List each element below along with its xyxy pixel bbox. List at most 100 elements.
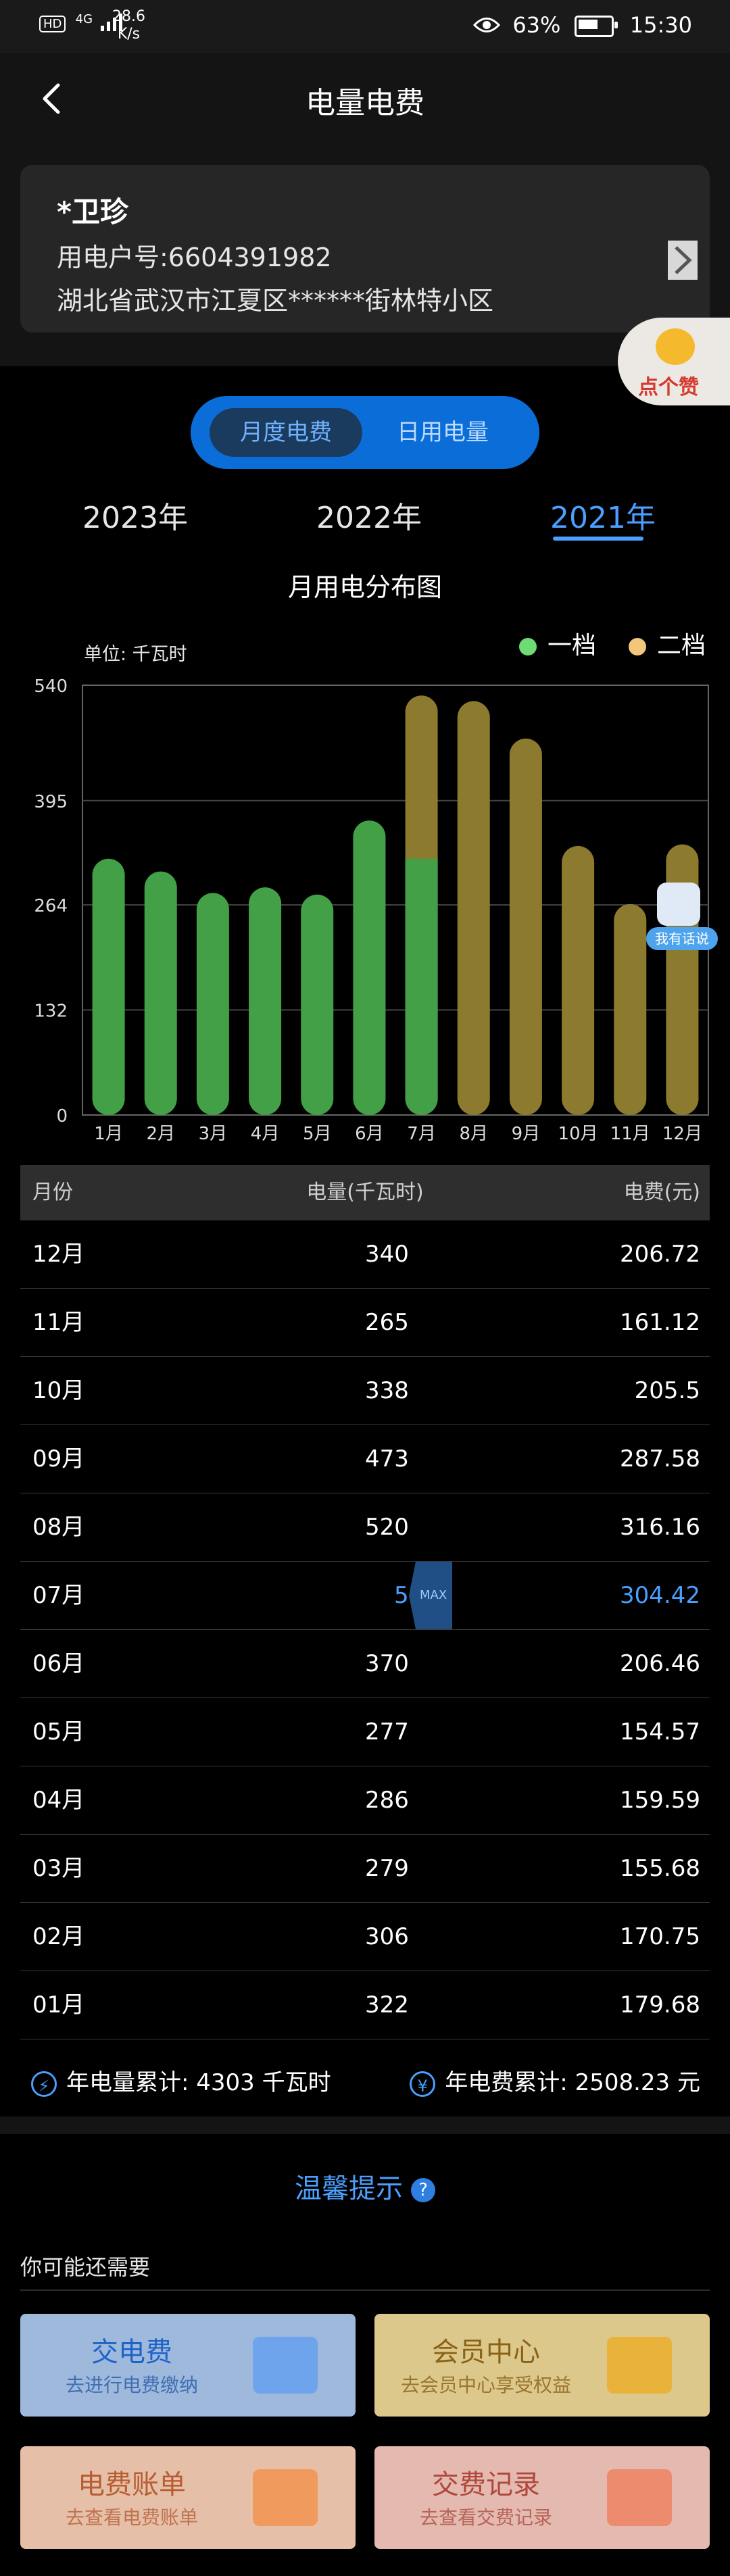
y-tick-label: 540	[34, 676, 68, 697]
x-tick-label: 9月	[512, 1124, 541, 1144]
chart-unit: 单位: 千瓦时	[84, 644, 187, 665]
bar-tier1-base	[405, 1083, 438, 1115]
table-row: 09月 473 287.58	[20, 1425, 710, 1493]
tab-daily-usage[interactable]: 日用电量	[397, 419, 489, 446]
chart-title: 月用电分布图	[287, 572, 442, 602]
row-fee: 304.42	[620, 1582, 700, 1609]
usage-total-value: 4303 千瓦时	[196, 2069, 331, 2096]
legend-tier1-dot	[519, 638, 537, 655]
x-tick-label: 10月	[558, 1124, 598, 1144]
yen-icon: ¥	[410, 2071, 436, 2097]
x-tick-label: 5月	[303, 1124, 332, 1144]
bar-tier2	[457, 701, 490, 1115]
battery-icon	[574, 16, 618, 37]
table-row: 11月 265 161.12	[20, 1289, 710, 1357]
lightning-icon: ⚡	[31, 2071, 57, 2097]
crown-icon	[607, 2337, 672, 2394]
y-tick-label: 132	[34, 1001, 68, 1022]
recommend-heading: 你可能还需要	[20, 2254, 151, 2280]
row-month: 12月	[32, 1241, 85, 1268]
tile-pay-bill[interactable]: 交电费 去进行电费缴纳	[20, 2314, 356, 2417]
table-row: 04月 286 159.59	[20, 1766, 710, 1835]
hd-indicator: HD	[39, 16, 66, 32]
legend-tier2-dot	[629, 638, 646, 655]
account-section: *卫珍 用电户号:6604391982 湖北省武汉市江夏区******街林特小区	[0, 143, 730, 366]
table-row: 03月 279 155.68	[20, 1835, 710, 1903]
col-month: 月份	[32, 1181, 73, 1204]
bar-tier1	[144, 871, 177, 1115]
help-icon[interactable]: ?	[411, 2178, 435, 2202]
y-tick-label: 264	[34, 896, 68, 916]
account-card[interactable]: *卫珍 用电户号:6604391982 湖北省武汉市江夏区******街林特小区	[20, 165, 710, 332]
divider	[20, 2289, 710, 2291]
tile-member-center[interactable]: 会员中心 去会员中心享受权益	[374, 2314, 710, 2417]
tips-title[interactable]: 温馨提示?	[0, 2166, 730, 2206]
card-icon	[253, 2337, 318, 2394]
row-fee: 159.59	[620, 1787, 700, 1814]
y-tick-label: 395	[34, 792, 68, 812]
bar-tier1	[301, 894, 334, 1115]
col-fee: 电费(元)	[623, 1181, 700, 1204]
table-row: 01月 322 179.68	[20, 1971, 710, 2039]
account-number: 用电户号:6604391982	[57, 243, 332, 272]
row-fee: 205.5	[634, 1377, 700, 1404]
year-summary: ⚡ 年电量累计: 4303 千瓦时 ¥ 年电费累计: 2508.23 元	[0, 2054, 730, 2129]
table-row: 10月 338 205.5	[20, 1357, 710, 1425]
record-icon	[607, 2469, 672, 2526]
table-row: 07月527MAX304.42	[20, 1562, 710, 1630]
row-month: 02月	[32, 1923, 85, 1950]
feedback-button[interactable]: 我有话说	[642, 880, 718, 951]
row-month: 10月	[32, 1377, 85, 1404]
x-tick-label: 4月	[251, 1124, 280, 1144]
x-tick-label: 3月	[199, 1124, 228, 1144]
row-month: 03月	[32, 1855, 85, 1882]
feedback-label: 我有话说	[646, 927, 718, 950]
table-header: 月份 电量(千瓦时) 电费(元)	[20, 1165, 710, 1220]
eye-icon	[473, 14, 501, 39]
table-row: 08月 520 316.16	[20, 1493, 710, 1562]
back-button[interactable]	[38, 78, 65, 119]
bar-tier1	[353, 820, 386, 1115]
bill-icon	[253, 2469, 318, 2526]
row-fee: 206.46	[620, 1650, 700, 1677]
row-month: 11月	[32, 1309, 85, 1336]
network-speed: 28.6 K/s	[112, 8, 145, 43]
table-body: 12月 340 206.72 11月 265 161.12 10月 338 205.5 09月 47…	[20, 1220, 710, 2039]
tab-monthly-fee[interactable]: 月度电费	[210, 408, 362, 457]
bar-tier2	[562, 845, 595, 1115]
year-tab-2022[interactable]: 2022年	[316, 501, 422, 535]
year-tab-indicator	[553, 537, 643, 541]
chevron-left-icon	[43, 83, 60, 114]
robot-icon	[657, 883, 700, 926]
table-row: 05月 277 154.57	[20, 1698, 710, 1766]
row-month: 01月	[32, 1991, 85, 2018]
fee-total-value: 2508.23 元	[575, 2069, 700, 2096]
account-address: 湖北省武汉市江夏区******街林特小区	[57, 286, 494, 316]
table-row: 12月 340 206.72	[20, 1220, 710, 1289]
x-tick-label: 7月	[407, 1124, 436, 1144]
legend-tier2: 二档	[629, 626, 706, 661]
row-month: 05月	[32, 1718, 85, 1745]
row-fee: 154.57	[620, 1718, 700, 1745]
x-tick-label: 8月	[459, 1124, 488, 1144]
tile-bill[interactable]: 电费账单 去查看电费账单	[20, 2446, 356, 2549]
year-tab-2021[interactable]: 2021年	[550, 501, 656, 535]
x-tick-label: 12月	[662, 1124, 702, 1144]
tile-payment-records[interactable]: 交费记录 去查看交费记录	[374, 2446, 710, 2549]
view-toggle: 月度电费 日用电量	[191, 396, 539, 469]
chevron-right-icon[interactable]	[668, 241, 698, 280]
table-row: 06月 370 206.46	[20, 1630, 710, 1698]
row-fee: 179.68	[620, 1991, 700, 2018]
smile-face-icon	[656, 328, 695, 365]
row-fee: 155.68	[620, 1855, 700, 1882]
clock: 15:30	[629, 12, 692, 38]
year-tab-2023[interactable]: 2023年	[82, 501, 188, 535]
y-tick-label: 0	[56, 1106, 68, 1126]
battery-percent: 63%	[512, 12, 561, 38]
legend-tier1: 一档	[519, 626, 596, 661]
row-month: 06月	[32, 1650, 85, 1677]
like-button[interactable]: 点个赞	[618, 318, 730, 405]
max-badge: MAX	[409, 1562, 453, 1629]
top-app-bar: 电量电费	[0, 53, 730, 143]
row-fee: 206.72	[620, 1241, 700, 1268]
